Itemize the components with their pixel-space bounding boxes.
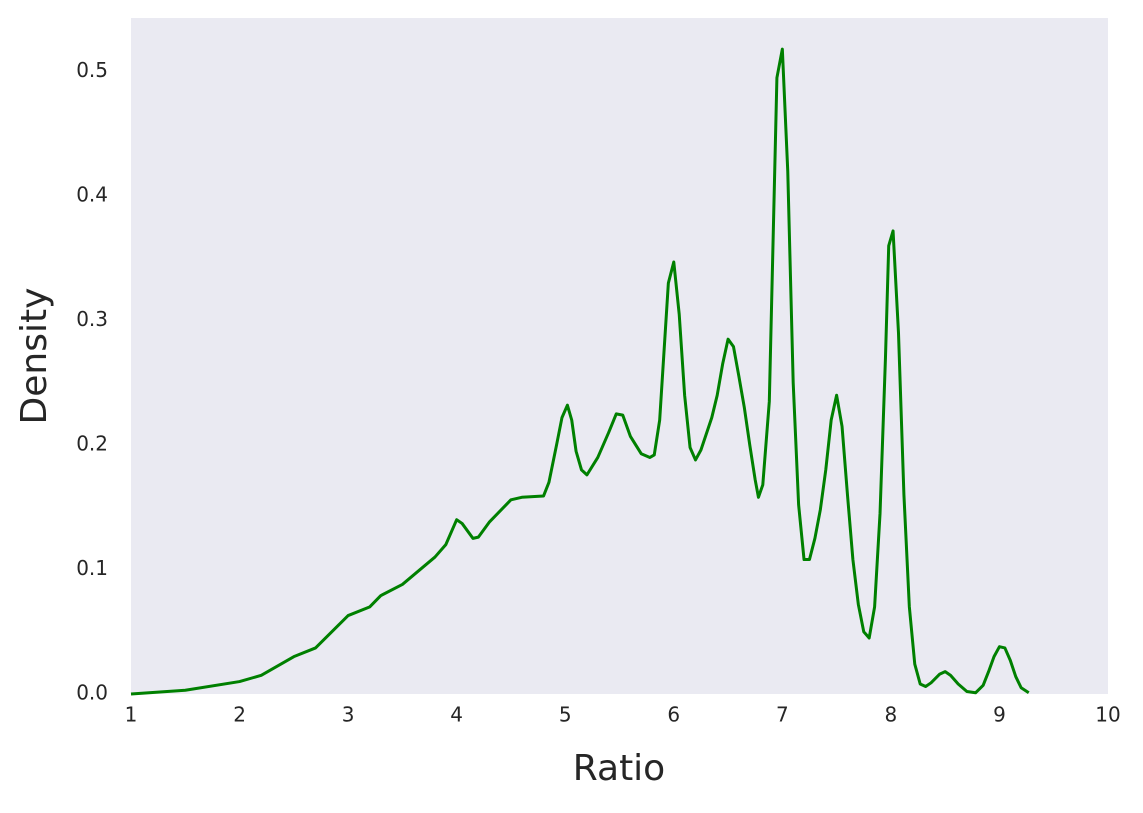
x-tick-label: 3: [342, 703, 355, 727]
x-tick-label: 9: [993, 703, 1006, 727]
x-tick-label: 10: [1095, 703, 1120, 727]
y-axis-label: Density: [14, 288, 55, 425]
y-tick-label: 0.4: [76, 183, 108, 207]
x-tick-label: 5: [559, 703, 572, 727]
y-tick-label: 0.0: [76, 681, 108, 705]
x-tick-label: 4: [450, 703, 463, 727]
x-axis-label: Ratio: [573, 748, 665, 789]
y-tick-label: 0.5: [76, 58, 108, 82]
y-tick-label: 0.2: [76, 432, 108, 456]
x-tick-label: 8: [885, 703, 898, 727]
x-tick-label: 2: [233, 703, 246, 727]
x-tick-label: 1: [125, 703, 138, 727]
plot-area: [131, 18, 1108, 694]
x-tick-label: 6: [667, 703, 680, 727]
y-tick-label: 0.3: [76, 307, 108, 331]
density-line: [130, 47, 1030, 696]
x-tick-label: 7: [776, 703, 789, 727]
y-tick-label: 0.1: [76, 556, 108, 580]
